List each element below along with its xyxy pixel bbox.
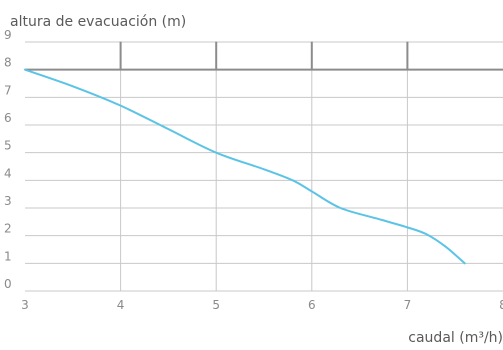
y-tick-label: 7 <box>4 83 12 97</box>
axis-ticks: 0 1 2 3 4 5 6 7 8 9 3 4 5 6 7 8 <box>4 28 503 312</box>
x-tick-label: 4 <box>117 298 125 312</box>
series-line <box>24 68 466 265</box>
y-tick-label: 2 <box>4 222 12 236</box>
y-tick-label: 5 <box>4 139 12 153</box>
x-tick-label: 6 <box>308 298 316 312</box>
x-tick-label: 7 <box>404 298 412 312</box>
x-axis-label: caudal (m³/h) <box>408 330 503 346</box>
y-tick-label: 3 <box>4 194 12 208</box>
y-tick-label: 1 <box>4 249 12 263</box>
series-layer <box>24 68 466 265</box>
y-tick-label: 8 <box>4 56 12 70</box>
x-tick-label: 8 <box>499 298 503 312</box>
y-tick-label: 4 <box>4 166 12 180</box>
y-tick-label: 6 <box>4 111 12 125</box>
y-axis-label: altura de evacuación (m) <box>10 14 186 30</box>
grid <box>25 41 503 292</box>
y-tick-label: 0 <box>4 277 12 291</box>
x-tick-label: 3 <box>21 298 29 312</box>
x-tick-label: 5 <box>212 298 220 312</box>
y-tick-label: 9 <box>4 28 12 42</box>
